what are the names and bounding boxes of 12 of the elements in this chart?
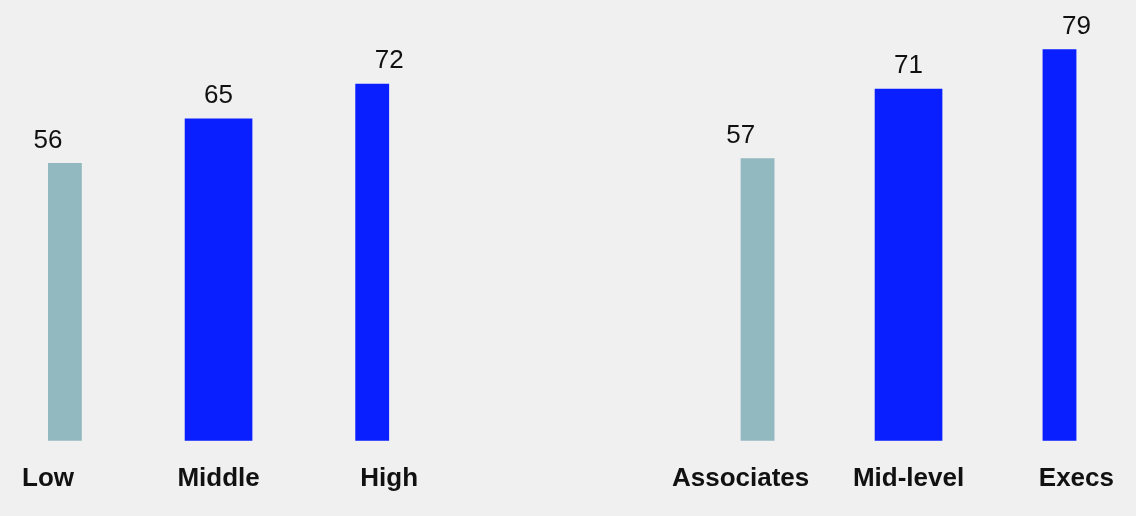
x-tick-label: Mid-level [852, 461, 965, 492]
x-tick-label: Associates [671, 461, 810, 492]
data-label: 56 [33, 123, 63, 154]
x-tick-label: Middle [177, 461, 260, 492]
data-label: 72 [374, 44, 404, 75]
data-label: 57 [726, 118, 756, 149]
x-tick-label: High [360, 461, 418, 492]
x-tick-label: Execs [1038, 461, 1114, 492]
x-tick-label: Low [21, 461, 75, 492]
data-label: 71 [894, 49, 923, 80]
data-label: 65 [204, 79, 234, 110]
data-label: 79 [1061, 9, 1091, 40]
